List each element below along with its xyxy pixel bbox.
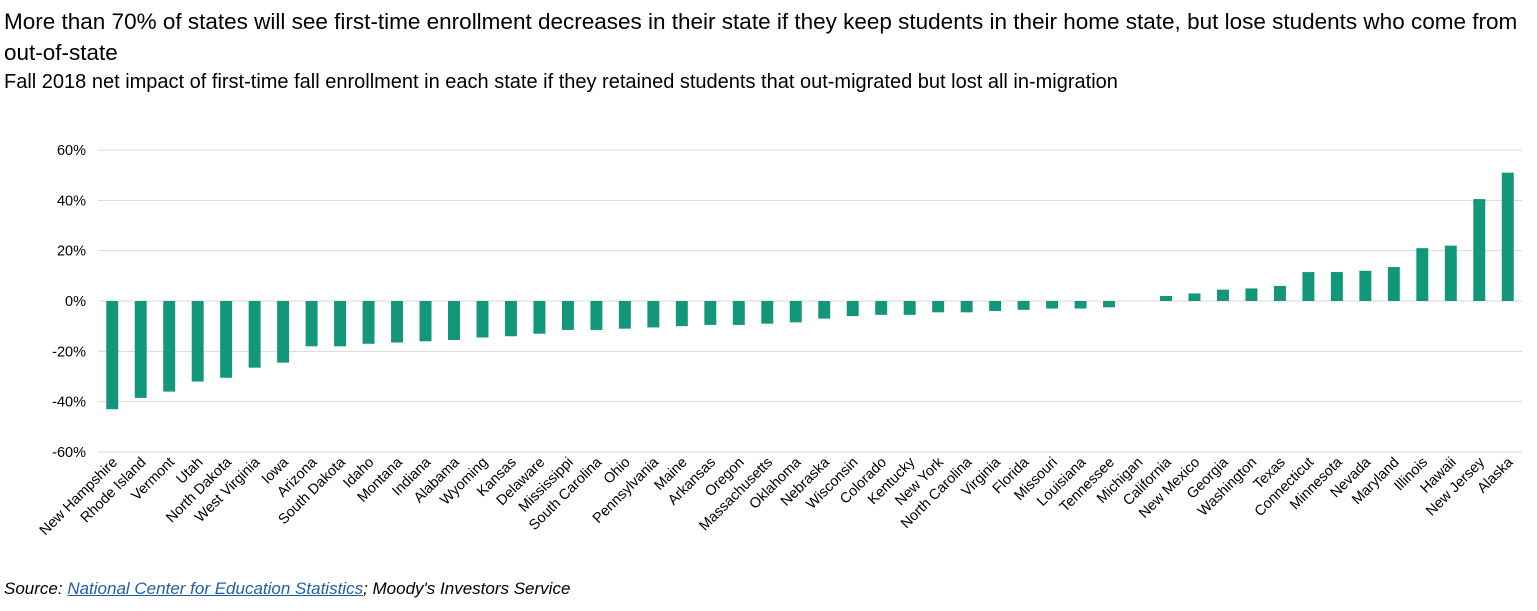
bar-pennsylvania [647,301,660,328]
source-note: Source: National Center for Education St… [4,579,570,599]
bar-oklahoma [789,301,802,323]
chart-subtitle: Fall 2018 net impact of first-time fall … [4,71,1118,93]
bar-delaware [533,301,546,334]
bar-georgia [1216,289,1229,301]
source-prefix: Source: [4,579,68,598]
source-suffix: ; Moody's Investors Service [363,579,571,598]
bar-indiana [419,301,432,342]
bar-south-dakota [334,301,347,347]
bar-north-dakota [220,301,233,378]
bar-texas [1273,285,1286,301]
y-axis: 60% 40% 20% 0% -20% -40% -60% [52,143,86,461]
bar-alaska [1501,172,1514,301]
bar-alabama [448,301,460,341]
bar-iowa [277,301,290,363]
bar-nebraska [818,301,831,319]
bar-kansas [504,301,517,337]
bar-arkansas [704,301,717,325]
bar-maine [675,301,688,327]
source-link[interactable]: National Center for Education Statistics [67,579,364,598]
bar-arizona [305,301,318,347]
bar-louisiana [1074,301,1087,309]
bar-north-carolina [960,301,973,313]
bar-vermont [163,301,176,392]
bar-wyoming [476,301,489,338]
bar-florida [1017,301,1030,310]
bar-tennessee [1103,301,1116,308]
bar-new-hampshire [106,301,119,410]
bar-washington [1245,288,1258,301]
chart-title: More than 70% of states will see first-t… [4,9,1518,65]
bar-wisconsin [846,301,859,317]
bar-hawaii [1444,245,1457,301]
bar-south-carolina [590,301,603,330]
bar-new-jersey [1473,199,1486,301]
bar-ohio [618,301,631,329]
bars [106,172,1514,410]
bar-missouri [1046,301,1059,309]
y-tick-label: -40% [52,395,86,411]
bar-connecticut [1302,272,1315,301]
y-tick-label: 60% [57,143,86,159]
bar-maryland [1387,267,1400,301]
bar-massachusetts [761,301,774,324]
y-tick-label: 20% [57,244,86,260]
gridlines [98,149,1522,453]
y-tick-label: 0% [65,294,86,310]
y-tick-label: -60% [52,445,86,461]
bar-idaho [362,301,375,344]
bar-kentucky [903,301,916,315]
bar-utah [191,301,204,382]
bar-illinois [1416,248,1429,301]
bar-california [1160,295,1172,301]
bar-virginia [989,301,1002,312]
bar-mississippi [561,301,574,330]
bar-west-virginia [248,301,261,368]
bar-colorado [875,301,888,315]
y-tick-label: 40% [57,193,86,209]
bar-new-mexico [1188,293,1201,301]
bar-new-york [932,301,945,313]
bar-rhode-island [134,301,147,398]
y-tick-label: -20% [52,344,86,360]
bar-minnesota [1330,272,1343,301]
bar-oregon [732,301,745,325]
bar-montana [391,301,404,343]
bar-nevada [1359,270,1372,301]
